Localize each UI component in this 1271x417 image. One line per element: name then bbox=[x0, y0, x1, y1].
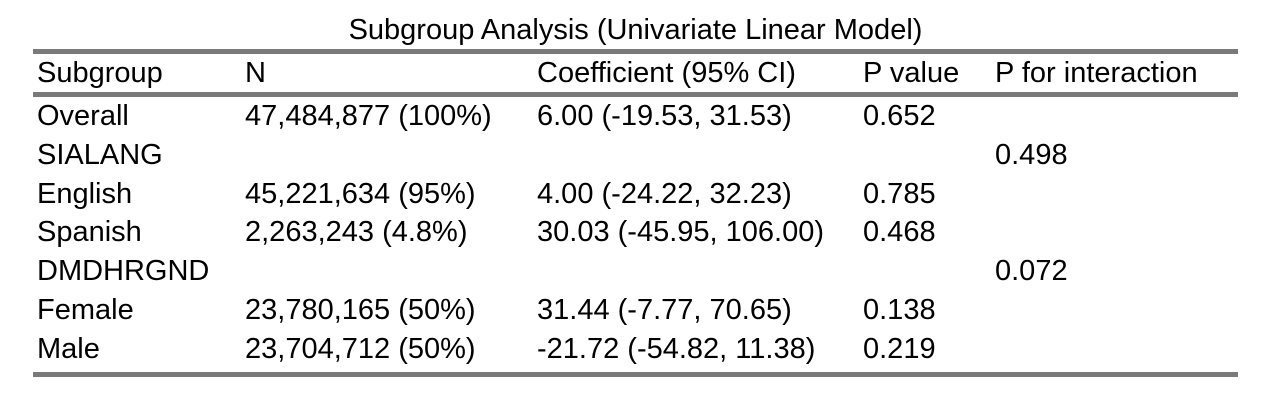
subgroup-table-figure: Subgroup Analysis (Univariate Linear Mod… bbox=[33, 12, 1238, 377]
cell-p-interaction bbox=[995, 97, 1238, 136]
cell-n bbox=[245, 136, 533, 175]
cell-coefficient: 30.03 (-45.95, 106.00) bbox=[537, 216, 824, 249]
cell-coefficient: 4.00 (-24.22, 32.23) bbox=[537, 177, 792, 210]
table-row: English 45,221,634 (95%) 4.00 (-24.22, 3… bbox=[33, 175, 1238, 214]
cell-p-value: 0.219 bbox=[863, 332, 936, 365]
cell-subgroup: Female bbox=[37, 293, 134, 326]
table-row: Female 23,780,165 (50%) 31.44 (-7.77, 70… bbox=[33, 291, 1238, 330]
cell-n: 45,221,634 (95%) bbox=[245, 177, 476, 210]
top-rule bbox=[33, 49, 1238, 54]
cell-subgroup: Overall bbox=[37, 100, 129, 132]
table-title: Subgroup Analysis (Univariate Linear Mod… bbox=[348, 14, 923, 46]
cell-coefficient bbox=[533, 252, 863, 291]
cell-coefficient: -21.72 (-54.82, 11.38) bbox=[537, 332, 816, 365]
cell-p-value bbox=[863, 136, 995, 175]
cell-coefficient: 31.44 (-7.77, 70.65) bbox=[537, 293, 792, 326]
cell-p-value: 0.468 bbox=[863, 216, 936, 249]
cell-p-value: 0.652 bbox=[863, 100, 936, 132]
table-row: Spanish 2,263,243 (4.8%) 30.03 (-45.95, … bbox=[33, 213, 1238, 252]
header-p-value: P value bbox=[863, 57, 960, 89]
cell-n: 23,704,712 (50%) bbox=[245, 332, 476, 365]
table-row: DMDHRGND 0.072 bbox=[33, 252, 1238, 291]
table-row: SIALANG 0.498 bbox=[33, 136, 1238, 175]
cell-p-interaction bbox=[995, 330, 1238, 369]
bottom-rule bbox=[33, 371, 1238, 377]
cell-p-interaction bbox=[995, 213, 1238, 252]
header-row: Subgroup N Coefficient (95% CI) P value … bbox=[33, 54, 1238, 92]
cell-n: 2,263,243 (4.8%) bbox=[245, 216, 468, 249]
subgroup-table: Subgroup N Coefficient (95% CI) P value … bbox=[33, 54, 1238, 92]
cell-subgroup: English bbox=[37, 177, 133, 210]
cell-subgroup: Spanish bbox=[37, 216, 142, 249]
cell-subgroup: Male bbox=[37, 332, 100, 365]
cell-n: 47,484,877 (100%) bbox=[245, 100, 492, 132]
cell-n: 23,780,165 (50%) bbox=[245, 293, 476, 326]
cell-p-interaction: 0.498 bbox=[995, 138, 1068, 171]
table-row: Overall 47,484,877 (100%) 6.00 (-19.53, … bbox=[33, 97, 1238, 136]
table-row: Male 23,704,712 (50%) -21.72 (-54.82, 11… bbox=[33, 330, 1238, 369]
cell-coefficient bbox=[533, 136, 863, 175]
cell-p-value: 0.138 bbox=[863, 293, 936, 326]
cell-n bbox=[245, 252, 533, 291]
header-p-interaction: P for interaction bbox=[995, 57, 1198, 89]
cell-p-interaction: 0.072 bbox=[995, 255, 1068, 288]
cell-subgroup: DMDHRGND bbox=[37, 255, 210, 288]
header-coefficient: Coefficient (95% CI) bbox=[537, 57, 796, 89]
subgroup-table-body: Overall 47,484,877 (100%) 6.00 (-19.53, … bbox=[33, 97, 1238, 369]
header-subgroup: Subgroup bbox=[37, 57, 163, 89]
header-n: N bbox=[245, 57, 266, 89]
cell-p-value: 0.785 bbox=[863, 177, 936, 210]
cell-p-interaction bbox=[995, 175, 1238, 214]
cell-subgroup: SIALANG bbox=[37, 138, 163, 171]
cell-p-value bbox=[863, 252, 995, 291]
cell-coefficient: 6.00 (-19.53, 31.53) bbox=[537, 100, 792, 132]
cell-p-interaction bbox=[995, 291, 1238, 330]
header-rule bbox=[33, 92, 1238, 97]
